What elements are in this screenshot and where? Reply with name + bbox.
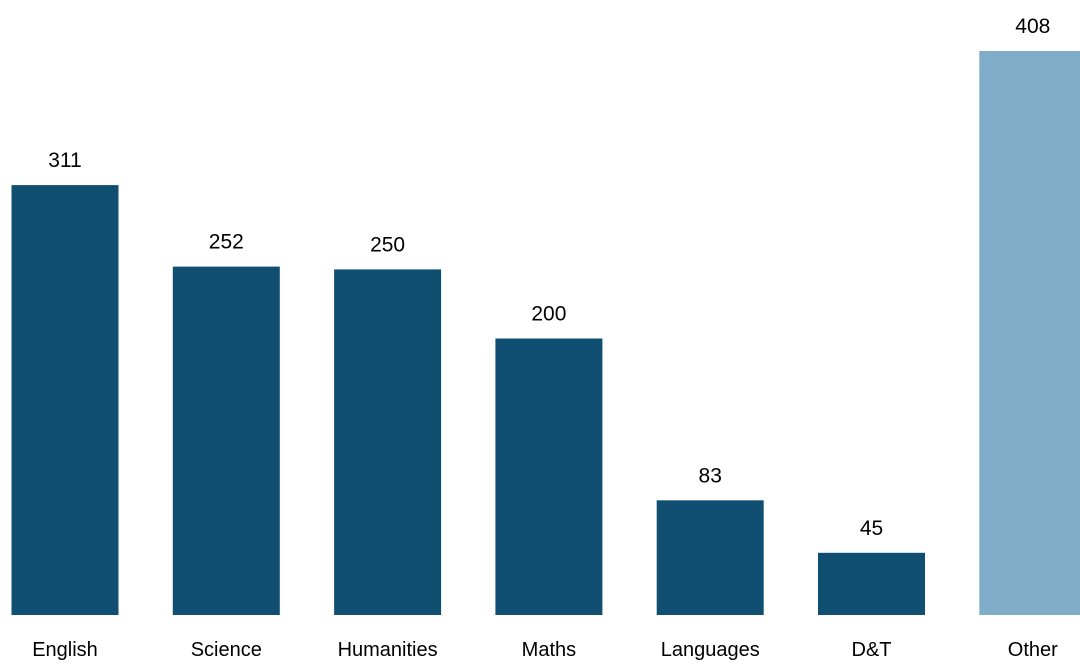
bars-group bbox=[11, 51, 1080, 615]
bar-languages bbox=[656, 500, 764, 615]
bar-humanities bbox=[334, 269, 442, 615]
category-label-other: Other bbox=[1008, 639, 1058, 661]
value-label-science: 252 bbox=[209, 231, 244, 254]
value-label-humanities: 250 bbox=[370, 233, 405, 256]
category-label-english: English bbox=[32, 639, 98, 661]
category-label-humanities: Humanities bbox=[338, 639, 438, 661]
category-label-languages: Languages bbox=[661, 639, 760, 661]
category-label-maths: Maths bbox=[522, 639, 576, 661]
bar-d-t bbox=[818, 552, 925, 615]
category-label-science: Science bbox=[191, 639, 262, 661]
value-label-d-t: 45 bbox=[860, 517, 883, 540]
bar-other bbox=[979, 51, 1080, 615]
value-labels-group: 311 252 250 200 83 45 408 bbox=[48, 15, 1050, 540]
value-label-maths: 200 bbox=[531, 303, 566, 326]
bar-maths bbox=[495, 338, 603, 615]
value-label-other: 408 bbox=[1015, 15, 1050, 38]
value-label-languages: 83 bbox=[699, 464, 722, 487]
category-label-d-t: D&T bbox=[852, 639, 892, 661]
bar-english bbox=[11, 185, 119, 615]
bar-science bbox=[172, 266, 280, 615]
category-labels-group: English Science Humanities Maths Languages D&… bbox=[32, 639, 1058, 661]
value-label-english: 311 bbox=[48, 149, 81, 172]
